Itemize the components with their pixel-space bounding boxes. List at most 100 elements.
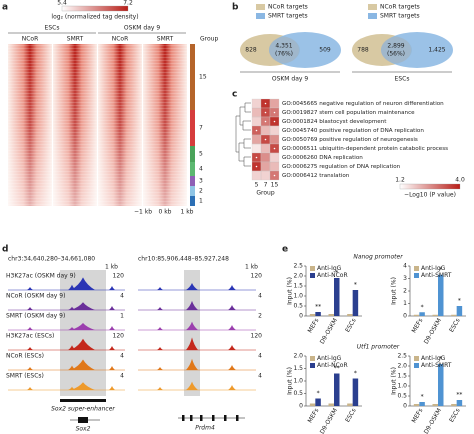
signal-peak	[27, 387, 33, 390]
go-term: GO:0019827 stem cell population maintena…	[282, 110, 415, 116]
column-label: SMRT	[157, 36, 174, 43]
signal-peak	[68, 306, 76, 310]
colorbar-min: 1.2	[395, 177, 405, 184]
x-tick-label: ESCs	[344, 407, 358, 423]
annotation: Sox2 super-enhancer	[51, 406, 115, 413]
signal-peak	[228, 325, 236, 330]
bar	[456, 400, 463, 406]
bar	[315, 398, 321, 406]
bar	[432, 404, 438, 406]
legend-label: Anti-SMRT	[421, 362, 452, 369]
x-tick-label: ESCs	[344, 317, 358, 333]
significance: **	[456, 392, 462, 399]
panel-label: a	[2, 3, 8, 13]
signal-peak	[157, 347, 163, 350]
signal-peak	[228, 285, 236, 290]
cell-marker	[264, 111, 267, 114]
group-label: 15	[199, 74, 207, 81]
group-label: 7	[264, 182, 268, 189]
signal-peak	[27, 347, 33, 350]
x-tick-label: D9-OSKM	[423, 317, 443, 345]
significance: *	[439, 356, 442, 363]
bar	[352, 290, 359, 316]
venn-count: 1,425	[428, 47, 445, 54]
y-tick-label: 2.5	[293, 263, 303, 270]
track-scale: 2	[258, 313, 262, 320]
venn-count: (76%)	[275, 51, 293, 58]
x-tick-label: D9-OSKM	[319, 317, 339, 345]
exon	[190, 415, 193, 421]
panel-label: c	[232, 90, 237, 100]
y-tick-label: 1.0	[293, 378, 303, 385]
cell-marker	[255, 156, 258, 159]
legend-label: Anti-SMRT	[421, 272, 452, 279]
legend-swatch	[310, 356, 315, 361]
legend-swatch	[414, 356, 419, 361]
axis-label: 0 kb	[158, 209, 171, 216]
y-tick-label: 1.0	[397, 383, 407, 390]
legend-label: Anti-NCoR	[317, 362, 348, 369]
legend-swatch	[414, 363, 419, 368]
significance: *	[421, 304, 424, 311]
group-label: 4	[199, 166, 203, 173]
heatmap-fade	[8, 44, 52, 206]
track-scale: 120	[251, 333, 263, 340]
signal-peak	[68, 284, 76, 290]
group-bar	[190, 186, 195, 196]
signal-peak	[186, 337, 198, 350]
x-tick-label: MEFs	[411, 317, 425, 334]
colorbar-title: log₂ (normalized tag density)	[51, 14, 138, 21]
enhancer-bar	[60, 399, 106, 402]
x-tick-label: D9-OSKM	[423, 407, 443, 434]
colorbar	[61, 5, 129, 12]
venn-count: 788	[357, 47, 369, 54]
dendrogram	[235, 115, 240, 153]
group-label: 7	[199, 125, 203, 132]
signal-peak	[71, 382, 95, 390]
significance: *	[354, 370, 357, 377]
significance: *	[458, 298, 461, 305]
bar	[347, 403, 353, 406]
go-term: GO:0001824 blastocyst development	[282, 119, 387, 125]
group-bar	[190, 44, 195, 110]
bar	[456, 306, 463, 316]
enrichment-cell	[260, 125, 271, 136]
enrichment-cell	[260, 161, 271, 172]
track-label: H3K27ac (ESCs)	[6, 333, 54, 340]
significance: **	[334, 365, 340, 372]
dendrogram	[243, 156, 251, 167]
gene-name: Sox2	[76, 426, 91, 433]
y-tick-label: 2.5	[397, 353, 407, 360]
track-scale: 120	[113, 273, 125, 280]
cell-marker	[273, 120, 276, 123]
condition: OSKM day 9	[124, 25, 160, 32]
signal-peak	[186, 283, 198, 290]
venn-count: 2,899	[387, 43, 404, 50]
bar	[315, 312, 321, 316]
y-tick-label: 1.5	[397, 373, 407, 380]
enrichment-cell	[251, 134, 262, 145]
colorbar-max: 7.2	[123, 0, 133, 7]
y-tick-label: 0	[299, 313, 303, 320]
signal-peak	[157, 327, 163, 330]
dendrogram	[239, 106, 245, 126]
bar	[328, 314, 334, 316]
signal-peak	[27, 287, 33, 290]
signal-peak	[71, 277, 95, 290]
legend-swatch	[310, 363, 315, 368]
venn-count: 509	[319, 47, 331, 54]
venn-title: ESCs	[395, 76, 410, 83]
track-label: H3K27ac (OSKM day 9)	[6, 273, 76, 280]
y-tick-label: 1.5	[293, 365, 303, 372]
condition: ESCs	[45, 25, 60, 32]
signal-peak	[71, 338, 95, 350]
legend-label: Anti-IgG	[421, 265, 446, 272]
y-tick-label: 1.5	[293, 283, 303, 290]
significance: **	[315, 304, 321, 311]
group-label: 5	[199, 151, 203, 158]
venn-overlap	[269, 37, 299, 63]
legend-label: NCoR targets	[380, 4, 420, 11]
significance: *	[439, 266, 442, 273]
bar	[328, 403, 334, 406]
legend-swatch	[414, 266, 419, 271]
